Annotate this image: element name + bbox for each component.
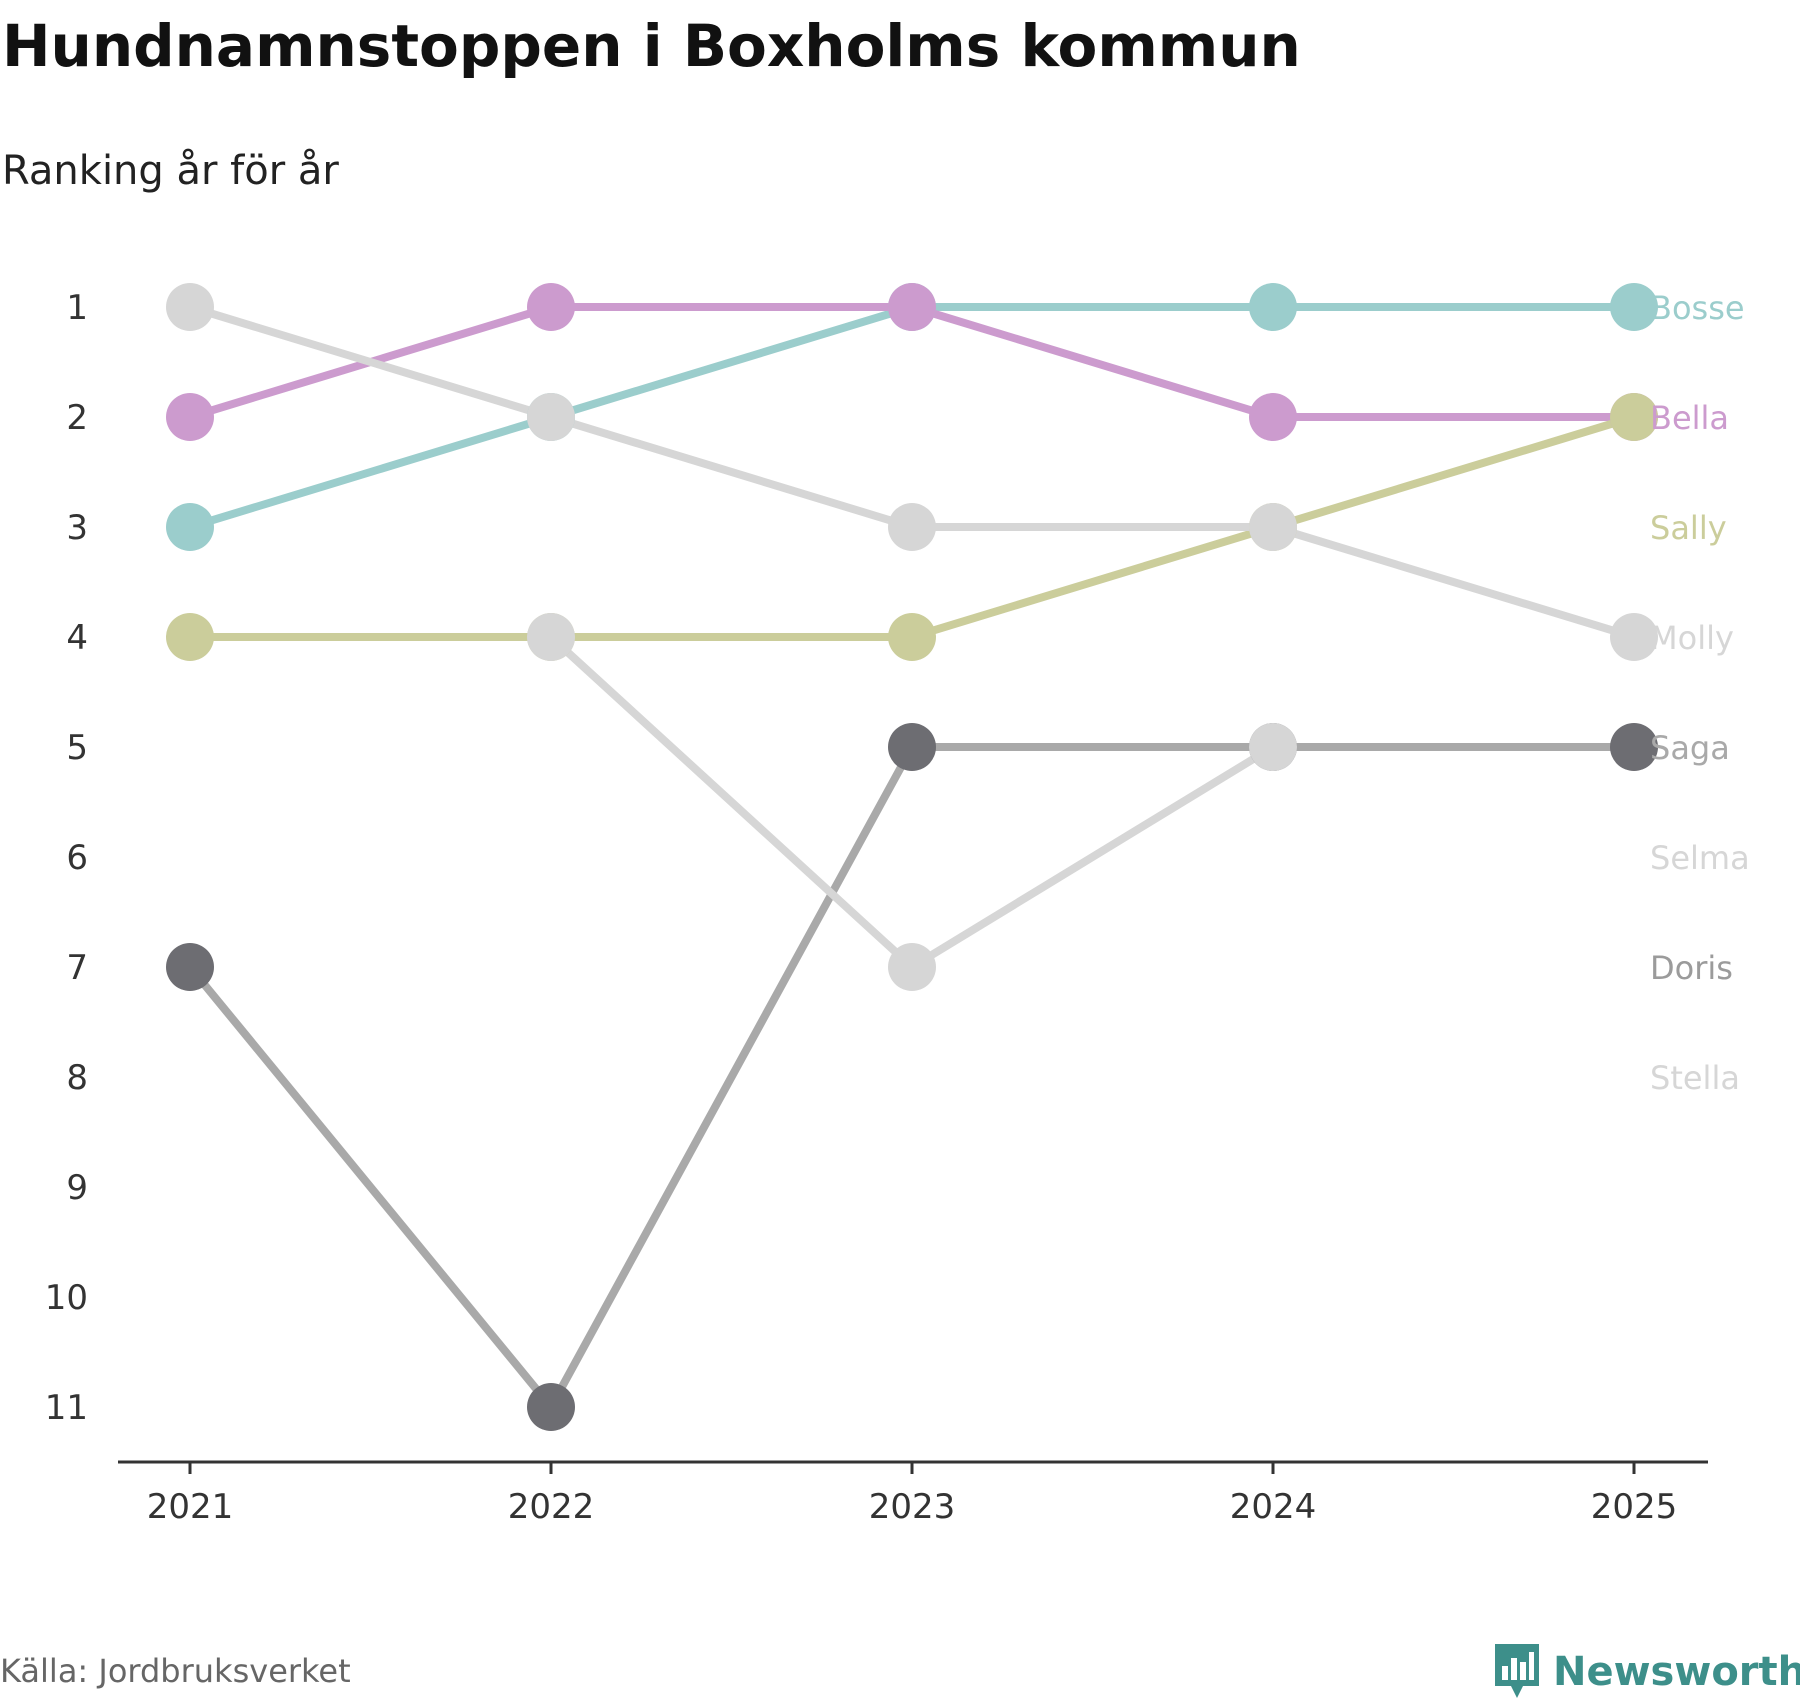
x-tick-label: 2023 [869,1487,956,1527]
x-tick-label: 2021 [147,1487,234,1527]
series-line-stella [908,743,1277,971]
series-label-doris: Doris [1650,949,1733,987]
y-tick-label: 6 [66,838,88,878]
series-dots [166,283,1658,1431]
series-line-bella [908,303,1277,421]
y-tick-label: 7 [66,948,88,988]
series-line-saga [547,743,916,1411]
series-line-stella [547,633,916,971]
y-tick-label: 1 [66,288,88,328]
series-point-stella[interactable] [888,943,936,991]
y-axis-ticks: 1 2 3 4 5 6 7 8 9 10 11 [45,288,88,1428]
brand-logo: Newsworthy [1493,1640,1800,1704]
series-label-stella: Stella [1650,1059,1740,1097]
series-point-bella[interactable] [166,393,214,441]
y-tick-label: 2 [66,398,88,438]
series-point-saga[interactable] [527,1383,575,1431]
series-point-saga[interactable] [1610,723,1658,771]
series-point-bosse[interactable] [166,503,214,551]
y-tick-label: 4 [66,618,88,658]
series-line-molly [547,413,916,531]
series-point-molly[interactable] [888,503,936,551]
series-point-molly[interactable] [1610,613,1658,661]
brand-name: Newsworthy [1553,1649,1800,1695]
series-point-saga[interactable] [166,943,214,991]
chart-title: Hundnamnstoppen i Boxholms kommun [2,12,1301,80]
series-label-selma: Selma [1650,839,1750,877]
series-end-labels: Bosse Bella Sally Molly Saga Selma Doris Stella [1650,289,1750,1097]
series-line-sally [908,523,1277,641]
series-point-bella[interactable] [527,283,575,331]
series-line-bosse [547,303,916,421]
series-label-bosse: Bosse [1650,289,1745,327]
y-tick-label: 5 [66,728,88,768]
y-tick-label: 9 [66,1168,88,1208]
chart-subtitle: Ranking år för år [2,148,339,194]
y-tick-label: 3 [66,508,88,548]
series-point-sally[interactable] [1610,393,1658,441]
series-label-bella: Bella [1650,399,1729,437]
series-lines [186,303,1638,1411]
series-line-sally [1269,413,1638,531]
series-point-sally[interactable] [888,613,936,661]
series-point-molly[interactable] [527,393,575,441]
series-point-bella[interactable] [888,283,936,331]
series-line-saga [186,963,555,1411]
series-line-molly [186,303,555,421]
source-note: Källa: Jordbruksverket [0,1652,351,1690]
y-tick-label: 8 [66,1058,88,1098]
x-tick-label: 2022 [508,1487,595,1527]
series-point-bosse[interactable] [1610,283,1658,331]
series-label-sally: Sally [1650,509,1727,547]
series-point-molly[interactable] [166,283,214,331]
series-point-sally[interactable] [166,613,214,661]
x-axis: 2021 2022 2023 2024 2025 [118,1460,1708,1527]
series-line-molly [1269,523,1638,641]
bar-chart-speech-bubble-icon [1495,1644,1539,1698]
series-point-stella[interactable] [1249,723,1297,771]
series-point-bosse[interactable] [1249,283,1297,331]
y-tick-label: 11 [45,1388,88,1428]
series-point-stella[interactable] [527,613,575,661]
series-point-bella[interactable] [1249,393,1297,441]
y-tick-label: 10 [45,1278,88,1318]
x-tick-label: 2024 [1230,1487,1317,1527]
series-label-molly: Molly [1650,619,1734,657]
series-point-saga[interactable] [888,723,936,771]
series-label-saga: Saga [1650,729,1730,767]
x-tick-label: 2025 [1591,1487,1678,1527]
series-point-molly[interactable] [1249,503,1297,551]
series-line-bosse [186,413,555,531]
